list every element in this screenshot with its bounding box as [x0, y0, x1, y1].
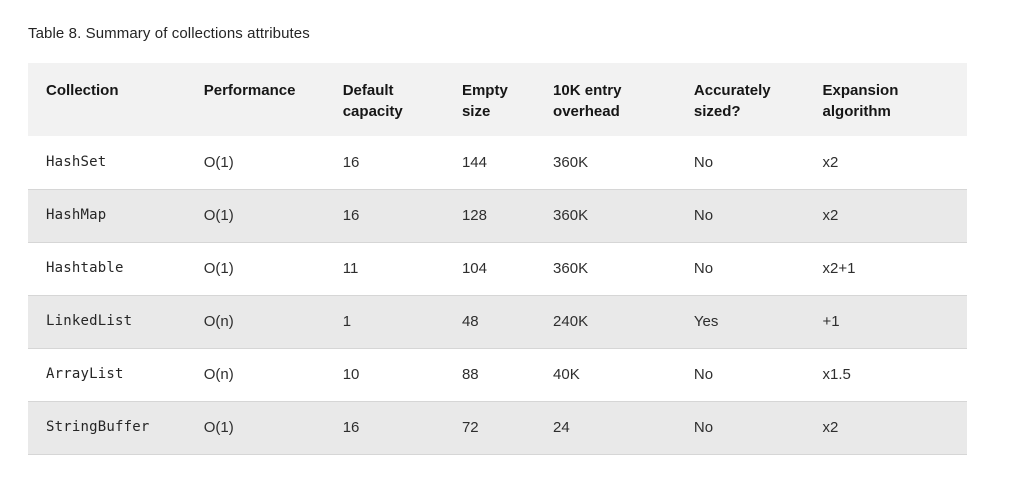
table-cell: 128: [443, 189, 536, 243]
table-cell: HashSet: [28, 136, 186, 190]
table-cell: 104: [443, 242, 536, 296]
column-header-performance: Performance: [185, 63, 325, 136]
page: Table 8. Summary of collections attribut…: [28, 25, 967, 455]
table-cell: 16: [324, 136, 444, 190]
table-cell: LinkedList: [28, 295, 186, 349]
table-cell: O(1): [185, 401, 325, 455]
column-header-expansion-algorithm: Expansion algorithm: [804, 63, 967, 136]
table-cell: 360K: [535, 242, 676, 296]
table-body: HashSet O(1) 16 144 360K No x2 HashMap O(1) 16 128…: [28, 136, 967, 455]
table-cell: 144: [443, 136, 536, 190]
table-cell: O(1): [185, 136, 325, 190]
column-header-collection: Collection: [28, 63, 186, 136]
header-row: Collection Performance Default capacity …: [28, 63, 967, 136]
table-cell: No: [675, 348, 805, 402]
table-cell: 10: [324, 348, 444, 402]
table-cell: Hashtable: [28, 242, 186, 296]
table-cell: 16: [324, 401, 444, 455]
table-cell: 240K: [535, 295, 676, 349]
table-cell: 16: [324, 189, 444, 243]
column-header-accurately-sized: Accurately sized?: [675, 63, 805, 136]
table-cell: No: [675, 189, 805, 243]
table-row: ArrayList O(n) 10 88 40K No x1.5: [28, 348, 967, 402]
table-cell: +1: [804, 295, 967, 349]
column-header-empty-size: Empty size: [443, 63, 536, 136]
collections-attributes-table: Collection Performance Default capacity …: [28, 63, 967, 455]
table-cell: Yes: [675, 295, 805, 349]
table-row: HashSet O(1) 16 144 360K No x2: [28, 136, 967, 190]
table-cell: 40K: [535, 348, 676, 402]
table-header: Collection Performance Default capacity …: [28, 63, 967, 136]
table-cell: x2: [804, 136, 967, 190]
table-row: Hashtable O(1) 11 104 360K No x2+1: [28, 242, 967, 296]
table-cell: 88: [443, 348, 536, 402]
table-cell: HashMap: [28, 189, 186, 243]
table-cell: O(1): [185, 242, 325, 296]
table-cell: 48: [443, 295, 536, 349]
table-cell: x2: [804, 401, 967, 455]
table-row: HashMap O(1) 16 128 360K No x2: [28, 189, 967, 243]
table-cell: 360K: [535, 136, 676, 190]
column-header-default-capacity: Default capacity: [324, 63, 444, 136]
table-cell: 72: [443, 401, 536, 455]
table-cell: StringBuffer: [28, 401, 186, 455]
table-cell: 1: [324, 295, 444, 349]
table-cell: x1.5: [804, 348, 967, 402]
table-cell: 11: [324, 242, 444, 296]
table-cell: No: [675, 136, 805, 190]
table-cell: x2+1: [804, 242, 967, 296]
table-cell: O(n): [185, 348, 325, 402]
table-row: StringBuffer O(1) 16 72 24 No x2: [28, 401, 967, 455]
table-caption: Table 8. Summary of collections attribut…: [28, 25, 310, 42]
table-cell: O(n): [185, 295, 325, 349]
table-cell: No: [675, 401, 805, 455]
table-cell: O(1): [185, 189, 325, 243]
table-cell: ArrayList: [28, 348, 186, 402]
table-cell: 360K: [535, 189, 676, 243]
table-cell: 24: [535, 401, 676, 455]
table-cell: x2: [804, 189, 967, 243]
table-cell: No: [675, 242, 805, 296]
table-row: LinkedList O(n) 1 48 240K Yes +1: [28, 295, 967, 349]
column-header-10k-entry-overhead: 10K entry overhead: [535, 63, 676, 136]
